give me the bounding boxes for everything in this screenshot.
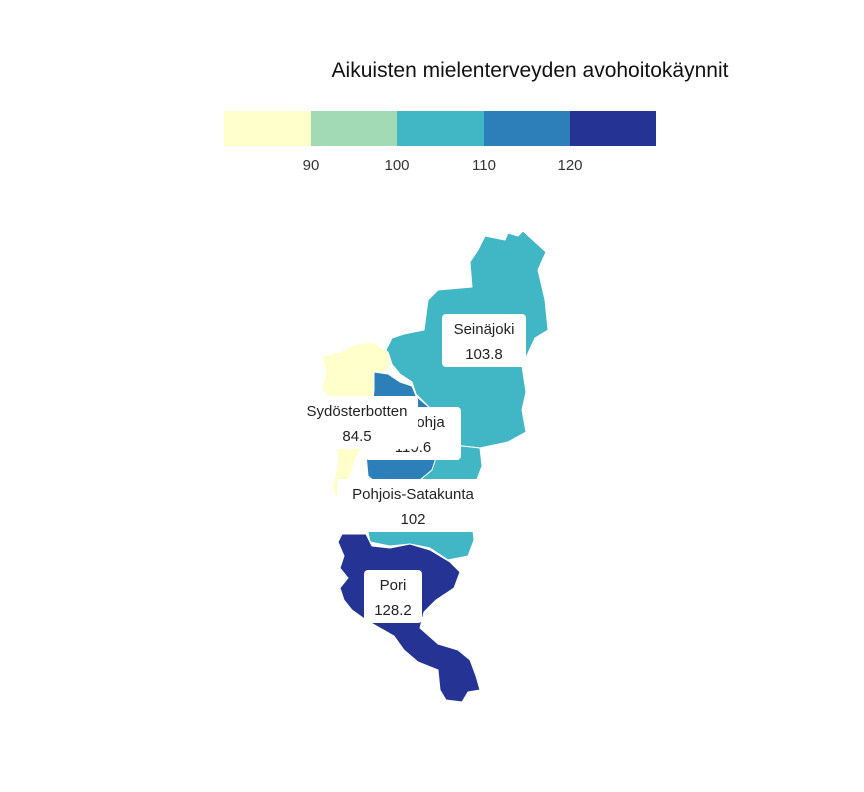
label-seinajoki-value: 103.8 bbox=[465, 346, 503, 363]
legend-swatch-4 bbox=[484, 111, 570, 146]
label-sydosterbotten-value: 84.5 bbox=[342, 428, 371, 445]
label-pori: Pori 128.2 bbox=[364, 570, 422, 623]
label-sydosterbotten: Sydösterbotten 84.5 bbox=[296, 396, 418, 449]
legend-tick-120: 120 bbox=[557, 157, 582, 174]
label-pohjois-satakunta-value: 102 bbox=[400, 511, 425, 528]
legend-swatch-1 bbox=[224, 111, 311, 146]
legend-swatch-2 bbox=[311, 111, 397, 146]
legend-tick-110: 110 bbox=[472, 157, 496, 174]
label-pori-value: 128.2 bbox=[374, 602, 412, 619]
label-sydosterbotten-name: Sydösterbotten bbox=[307, 403, 408, 420]
region-labels: Seinäjoki 103.8 Suupohja 110.6 Sydösterb… bbox=[296, 314, 526, 623]
legend-tick-100: 100 bbox=[384, 157, 409, 174]
regions bbox=[321, 230, 549, 703]
legend-swatch-5 bbox=[570, 111, 656, 146]
label-seinajoki: Seinäjoki 103.8 bbox=[442, 314, 526, 367]
legend-swatch-3 bbox=[397, 111, 484, 146]
label-pohjois-satakunta: Pohjois-Satakunta 102 bbox=[337, 479, 489, 532]
legend-title: Aikuisten mielenterveyden avohoitokäynni… bbox=[332, 59, 729, 82]
legend-tick-90: 90 bbox=[303, 157, 320, 174]
legend: Aikuisten mielenterveyden avohoitokäynni… bbox=[224, 59, 729, 174]
label-pohjois-satakunta-name: Pohjois-Satakunta bbox=[352, 486, 474, 503]
label-pori-name: Pori bbox=[380, 577, 407, 594]
label-seinajoki-name: Seinäjoki bbox=[454, 321, 515, 338]
